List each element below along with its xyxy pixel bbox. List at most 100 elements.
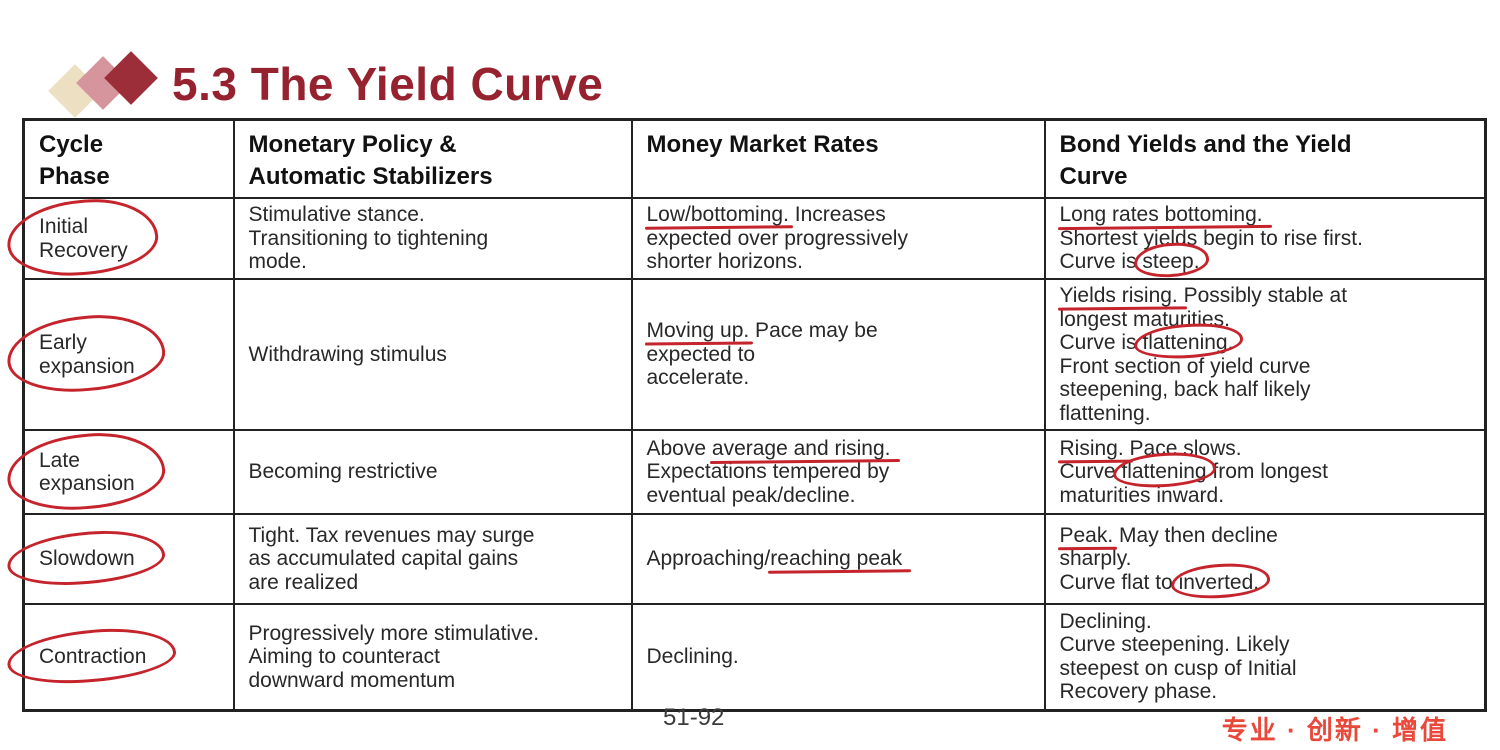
bond-yields-cell: Peak. May then decline sharply. Curve flat… — [1043, 513, 1487, 605]
bond-yields-cell: Declining. Curve steepening. Likely steepe… — [1043, 603, 1487, 711]
text-segment: Initial — [39, 215, 89, 238]
text-segment: Curve steepening. Likely — [1059, 633, 1290, 657]
text-segment: are realized — [248, 570, 359, 594]
text-segment: expansion — [39, 354, 135, 378]
text-segment: Late — [39, 448, 80, 472]
text-segment: Money Market Rates — [646, 131, 879, 158]
text-segment: expected over progressively — [646, 226, 908, 250]
text-segment: Phase — [39, 163, 110, 190]
text-segment: maturities inward. — [1059, 483, 1225, 507]
text-segment: mode. — [248, 250, 307, 274]
red-circle-annotation: flattening. — [1142, 331, 1234, 354]
text-segment: . Pace may be — [743, 319, 878, 343]
table-header-row: Cycle Phase Monetary Policy & Automatic St… — [22, 118, 1487, 199]
text-segment: Transitioning to tightening — [248, 226, 489, 250]
money-market-cell: Above average and rising. Expectations te… — [630, 429, 1046, 515]
watermark-text: 专业 · 创新 · 增值 — [1221, 715, 1448, 745]
text-segment: Bond Yields and the Yield — [1059, 131, 1352, 158]
text-segment: shorter horizons. — [646, 250, 803, 274]
text-segment: Early — [39, 331, 87, 354]
table-row-contraction: Contraction Progressively more stimulati… — [22, 603, 1487, 711]
diamond-logo — [40, 51, 190, 124]
phase-cell: Initial Recovery — [22, 197, 235, 280]
policy-cell: Tight. Tax revenues may surge as accumula… — [232, 513, 633, 605]
money-market-cell: Declining. — [630, 603, 1046, 711]
text-segment: eventual peak/decline. — [646, 483, 856, 507]
money-market-cell: Approaching/reaching peak — [630, 513, 1046, 605]
phase-label-circled: Early expansion — [39, 331, 135, 378]
text-segment: Curve flat to — [1059, 570, 1179, 594]
text-segment: Tight. Tax revenues may surge — [248, 523, 535, 547]
red-underline-annotation: Rising. — [1059, 436, 1124, 460]
policy-cell: Becoming restrictive — [232, 429, 633, 515]
text-segment: expansion — [39, 472, 135, 495]
text-segment: Aiming to counteract — [248, 645, 440, 668]
bond-yields-cell: Long rates bottoming. Shortest yields beg… — [1043, 197, 1487, 280]
red-circle-annotation: steep. — [1142, 250, 1200, 274]
red-circle-annotation: flattening — [1121, 460, 1207, 484]
text-segment: Possibly stable at — [1177, 284, 1348, 307]
text-segment: Cycle — [39, 131, 104, 158]
text-segment: Stimulative stance. — [248, 203, 425, 227]
text-segment: Expectations tempered by — [646, 460, 890, 484]
red-underline-annotation: average and rising. — [711, 436, 891, 460]
red-underline-annotation: Moving up — [646, 319, 744, 343]
phase-label-circled: Initial Recovery — [39, 215, 128, 262]
text-segment: accelerate. — [646, 366, 750, 390]
bond-yields-cell: Yields rising. Possibly stable at longest… — [1043, 278, 1487, 431]
text-segment: as accumulated capital gains — [248, 547, 519, 571]
text-segment: Progressively more stimulative. — [248, 621, 540, 645]
header-monetary-policy: Monetary Policy & Automatic Stabilizers — [232, 118, 633, 199]
text-segment: sharply. — [1059, 547, 1132, 571]
money-market-cell: Moving up. Pace may be expected to acceler… — [630, 278, 1046, 431]
text-segment: from longest — [1206, 460, 1328, 484]
bond-yields-cell: Rising. Pace slows. Curve flattening from… — [1043, 429, 1487, 515]
text-segment: flattening. — [1059, 401, 1151, 425]
page-title: 5.3 The Yield Curve — [172, 58, 604, 110]
header-money-market-rates: Money Market Rates — [630, 118, 1046, 199]
red-underline-annotation: Low/bottoming — [646, 203, 784, 227]
text-segment: Pace slows. — [1123, 436, 1242, 460]
red-underline-annotation: Yields rising. — [1059, 284, 1178, 307]
table-row-early-expansion: Early expansion Withdrawing stimulus Movi… — [22, 278, 1487, 431]
text-segment: . Increases — [783, 203, 886, 227]
text-segment: steepest on cusp of Initial — [1059, 656, 1297, 680]
policy-cell: Progressively more stimulative. Aiming to… — [232, 603, 633, 711]
text-segment: Above — [646, 436, 712, 460]
text-segment: Approaching/ — [646, 547, 771, 571]
phase-label-circled: Late expansion — [39, 449, 135, 496]
text-segment: Curve — [1059, 163, 1128, 190]
phase-label-circled: Slowdown — [39, 547, 135, 571]
text-segment: Declining. — [646, 645, 739, 668]
policy-cell: Withdrawing stimulus — [232, 278, 633, 431]
text-segment: Recovery — [39, 238, 128, 262]
text-segment: longest maturities. — [1059, 307, 1230, 331]
red-underline-annotation: Peak — [1059, 523, 1108, 547]
header-cycle-phase: Cycle Phase — [22, 118, 235, 199]
text-segment: Monetary Policy & — [248, 131, 457, 158]
phase-cell: Late expansion — [22, 429, 235, 515]
red-circle-annotation: inverted. — [1178, 570, 1260, 594]
text-segment: downward momentum — [248, 668, 456, 692]
text-segment: Curve is — [1059, 331, 1143, 354]
text-segment: . May then decline — [1107, 523, 1278, 547]
text-segment: Slowdown — [39, 547, 135, 571]
red-underline-annotation: Long rates bottoming. — [1059, 203, 1263, 227]
phase-label-circled: Contraction — [39, 645, 146, 669]
money-market-cell: Low/bottoming. Increases expected over pr… — [630, 197, 1046, 280]
text-segment: Curve is — [1059, 250, 1143, 274]
text-segment: Curve — [1059, 460, 1122, 484]
table-row-initial-recovery: Initial Recovery Stimulative stance. Trans… — [22, 197, 1487, 280]
text-segment: expected to — [646, 342, 756, 366]
table-row-late-expansion: Late expansion Becoming restrictive Above… — [22, 429, 1487, 515]
text-segment: Becoming restrictive — [248, 460, 438, 484]
text-segment: Recovery phase. — [1059, 680, 1218, 704]
page-number: 51-92 — [663, 704, 725, 731]
text-segment: steepening, back half likely — [1059, 378, 1311, 401]
table-row-slowdown: Slowdown Tight. Tax revenues may surge as… — [22, 513, 1487, 605]
phase-cell: Slowdown — [22, 513, 235, 605]
text-segment: Automatic Stabilizers — [248, 163, 493, 190]
text-segment: Contraction — [39, 645, 147, 668]
text-segment: Front section of yield curve — [1059, 354, 1311, 378]
